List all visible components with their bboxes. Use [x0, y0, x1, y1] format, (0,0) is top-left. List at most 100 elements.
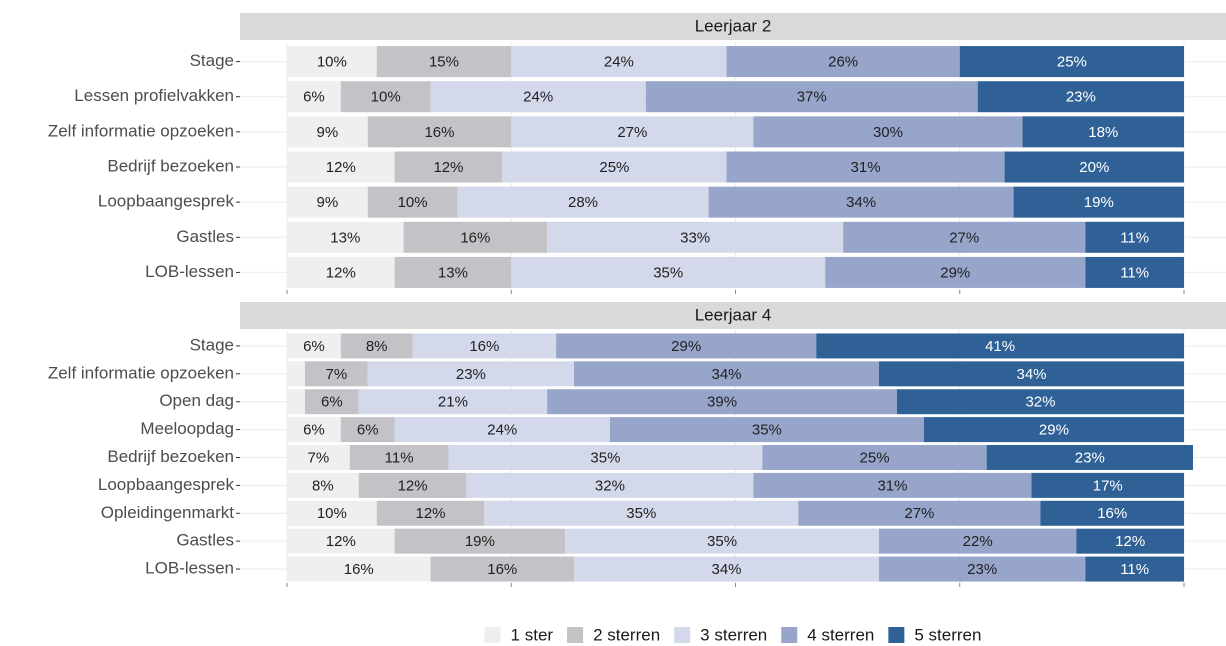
panel-title: Leerjaar 2: [695, 16, 772, 35]
data-label: 24%: [604, 54, 634, 71]
y-tick-label: Meeloopdag: [140, 419, 234, 438]
bar-segment: [287, 256, 395, 288]
data-label: 35%: [707, 533, 737, 550]
bar-segment: [879, 556, 1086, 582]
panel-title: Leerjaar 4: [695, 305, 772, 324]
bar-segment: [816, 333, 1184, 359]
bar-segment: [340, 333, 413, 359]
legend-label: 1 ster: [511, 625, 554, 644]
bar-segment: [287, 221, 404, 253]
data-label: 9%: [317, 194, 339, 211]
data-label: 7%: [325, 366, 347, 383]
bar-segment: [394, 151, 503, 183]
data-label: 23%: [456, 366, 486, 383]
bar-segment: [304, 389, 359, 415]
bar-segment: [1085, 221, 1184, 253]
data-label: 12%: [416, 505, 446, 522]
data-label: 16%: [487, 561, 517, 578]
bar-segment: [1031, 472, 1184, 498]
bar-segment: [1022, 116, 1184, 148]
data-label: 27%: [904, 505, 934, 522]
bar-segment: [547, 389, 897, 415]
data-label: 10%: [371, 89, 401, 106]
bar-segment: [565, 528, 880, 554]
data-label: 35%: [653, 264, 683, 281]
bar-segment: [412, 333, 557, 359]
bar-segment: [1013, 186, 1184, 218]
bar-segment: [287, 81, 341, 113]
bar-segment: [287, 151, 395, 183]
bar-segment: [340, 417, 395, 443]
bar-segment: [1040, 500, 1184, 526]
data-label: 22%: [963, 533, 993, 550]
bar-segment: [1076, 528, 1184, 554]
data-label: 13%: [438, 264, 468, 281]
data-label: 18%: [1088, 124, 1118, 141]
data-label: 34%: [712, 366, 742, 383]
data-label: 33%: [680, 229, 710, 246]
data-label: 10%: [317, 54, 347, 71]
data-label: 16%: [460, 229, 490, 246]
data-label: 29%: [671, 338, 701, 355]
data-label: 6%: [321, 394, 343, 411]
bar-segment: [959, 46, 1184, 78]
bar-segment: [358, 389, 548, 415]
bar-segment: [376, 500, 485, 526]
bar-segment: [287, 472, 359, 498]
data-label: 20%: [1079, 159, 1109, 176]
bar-segment: [367, 186, 458, 218]
data-label: 12%: [326, 533, 356, 550]
data-label: 41%: [985, 338, 1015, 355]
data-label: 8%: [312, 477, 334, 494]
bar-segment: [340, 81, 431, 113]
data-label: 23%: [967, 561, 997, 578]
data-label: 31%: [877, 477, 907, 494]
data-label: 6%: [303, 338, 325, 355]
legend-swatch: [674, 627, 691, 643]
bar-segment: [287, 528, 395, 554]
bar-segment: [556, 333, 817, 359]
data-label: 21%: [438, 394, 468, 411]
data-label: 25%: [1057, 54, 1087, 71]
bar-segment: [879, 361, 1184, 387]
data-label: 10%: [398, 194, 428, 211]
data-label: 16%: [469, 338, 499, 355]
data-label: 35%: [590, 449, 620, 466]
y-tick-label: Gastles: [176, 531, 234, 550]
bar-segment: [762, 445, 987, 470]
data-label: 27%: [617, 124, 647, 141]
data-label: 17%: [1093, 477, 1123, 494]
data-label: 39%: [707, 394, 737, 411]
data-label: 11%: [1120, 561, 1149, 578]
y-tick-label: Bedrijf bezoeken: [107, 447, 234, 466]
bar-segment: [1004, 151, 1184, 183]
bar-segment: [430, 81, 646, 113]
bar-segment: [609, 417, 924, 443]
data-label: 19%: [1084, 194, 1114, 211]
data-label: 32%: [1025, 394, 1055, 411]
legend-label: 5 sterren: [914, 625, 981, 644]
bar-segment: [726, 46, 960, 78]
bar-segment: [394, 417, 610, 443]
bar-segment: [304, 361, 368, 387]
bar-segment: [287, 116, 368, 148]
data-label: 28%: [568, 194, 598, 211]
bar-segment: [511, 46, 727, 78]
bar-segment: [574, 361, 880, 387]
data-label: 29%: [1039, 422, 1069, 439]
bar-segment: [923, 417, 1184, 443]
data-label: 8%: [366, 338, 388, 355]
y-tick-label: Loopbaangesprek: [98, 192, 235, 211]
legend-label: 3 sterren: [700, 625, 767, 644]
bar-segment: [726, 151, 1005, 183]
bar-segment: [376, 46, 512, 78]
y-tick-label: Open dag: [159, 391, 234, 410]
legend-swatch: [567, 627, 584, 643]
bar-segment: [986, 445, 1193, 470]
data-label: 29%: [940, 264, 970, 281]
y-tick-label: Bedrijf bezoeken: [107, 156, 234, 175]
bar-segment: [358, 472, 467, 498]
bar-segment: [287, 445, 350, 470]
bar-segment: [1085, 256, 1184, 288]
data-label: 16%: [1097, 505, 1127, 522]
